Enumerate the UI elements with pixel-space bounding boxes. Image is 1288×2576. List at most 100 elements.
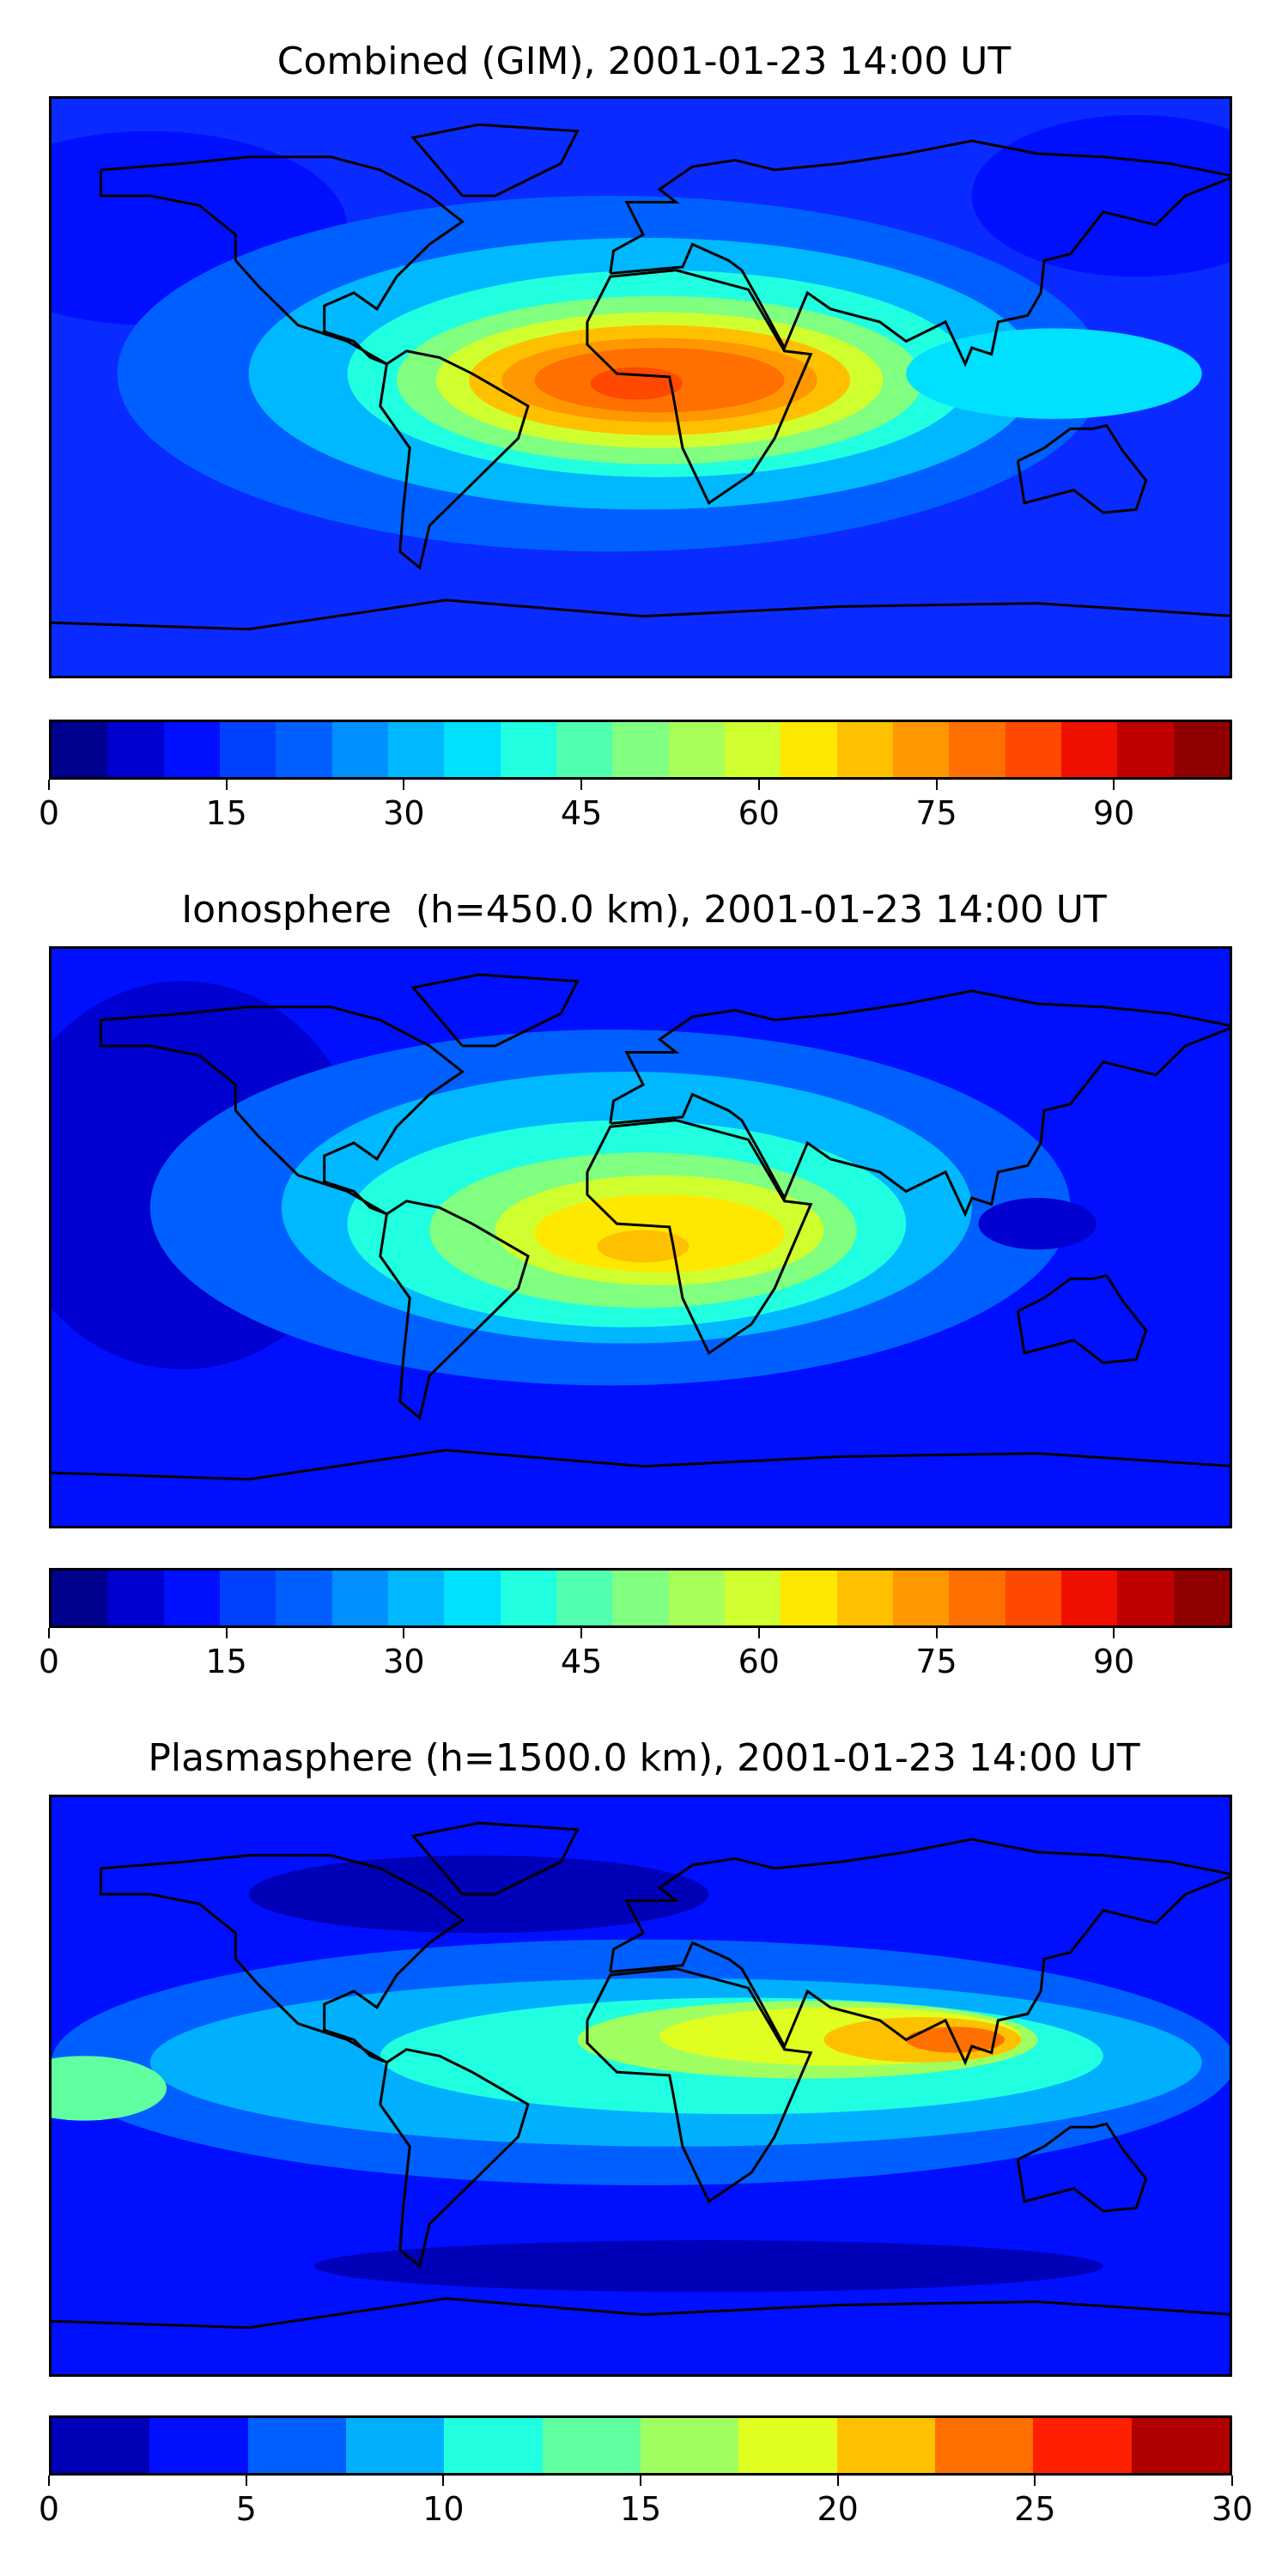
colorbar-segment: [781, 722, 837, 777]
colorbar-tick-label: 60: [738, 794, 780, 832]
colorbar-segment: [52, 1571, 108, 1625]
colorbar-segment: [444, 2418, 543, 2473]
colorbar: [49, 720, 1232, 780]
colorbar-segment: [163, 1571, 220, 1625]
colorbar-segment: [1117, 1571, 1174, 1625]
colorbar-segment: [1060, 1571, 1118, 1625]
colorbar-segment: [724, 1571, 781, 1625]
colorbar-segment: [934, 2418, 1034, 2473]
coastline: [609, 1838, 1230, 2066]
colorbar-segment: [781, 1571, 837, 1625]
colorbar-tick-label: 0: [38, 1643, 60, 1680]
colorbar-tick: [403, 780, 405, 790]
map-combined: [49, 96, 1232, 678]
colorbar-segment: [331, 722, 388, 777]
colorbar-segment: [1033, 2418, 1132, 2473]
coastline: [609, 989, 1230, 1218]
colorbar-segment: [387, 722, 445, 777]
colorbar-tick: [1034, 2476, 1036, 2486]
colorbar-tick: [48, 2476, 50, 2486]
colorbar-tick-label: 15: [205, 1643, 247, 1680]
colorbar-tick-label: 25: [1014, 2490, 1056, 2528]
coastline: [1016, 1273, 1148, 1364]
colorbar-tick: [757, 1628, 760, 1638]
colorbar-segment: [107, 1571, 164, 1625]
coastline: [410, 123, 580, 197]
colorbar-ticks: 0 15 30 45 60 75 90: [39, 1628, 1232, 1680]
colorbar-tick: [836, 2476, 839, 2486]
colorbar-segment: [1117, 722, 1174, 777]
colorbar-segment: [1005, 1571, 1061, 1625]
coastline: [379, 1200, 530, 1420]
colorbar-segment: [556, 722, 613, 777]
colorbar-segment: [612, 722, 669, 777]
panel-title: Combined (GIM), 2001-01-23 14:00 UT: [276, 39, 1012, 83]
colorbar-segment: [387, 1571, 445, 1625]
coastline: [609, 139, 1230, 368]
colorbar-segment: [738, 2418, 837, 2473]
colorbar-tick-label: 60: [738, 1643, 780, 1680]
colorbar-tick: [580, 1628, 583, 1638]
colorbar: [49, 2415, 1232, 2476]
colorbar-segment: [331, 1571, 388, 1625]
colorbar-segment: [500, 1571, 556, 1625]
colorbar-tick: [442, 2476, 445, 2486]
colorbar-tick-label: 45: [560, 1643, 603, 1680]
colorbar-tick-label: 75: [915, 794, 957, 832]
colorbar-segment: [836, 2418, 935, 2473]
colorbar-tick-label: 30: [383, 794, 425, 832]
tec-contour: [971, 114, 1230, 277]
colorbar-segment: [668, 722, 725, 777]
colorbar-tick-label: 5: [235, 2490, 257, 2528]
colorbar-tick: [225, 1628, 228, 1638]
colorbar-tick-label: 30: [383, 1643, 425, 1680]
colorbar-tick-label: 10: [422, 2490, 465, 2528]
map-ionosphere: [49, 946, 1232, 1528]
colorbar-segment: [612, 1571, 669, 1625]
colorbar-segment: [52, 2418, 150, 2473]
coastline: [379, 2048, 530, 2269]
colorbar-segment: [500, 722, 556, 777]
coastline: [99, 1854, 465, 2064]
colorbar-segment: [892, 722, 950, 777]
coastline: [586, 269, 813, 506]
coastline: [586, 1119, 813, 1356]
colorbar-segment: [276, 722, 332, 777]
colorbar-segment: [149, 2418, 248, 2473]
coastline: [52, 598, 1230, 631]
tec-contour: [52, 2056, 167, 2121]
map-plasmasphere: [49, 1795, 1232, 2377]
colorbar-tick: [1113, 1628, 1115, 1638]
colorbar-segment: [949, 1571, 1005, 1625]
panel-ionosphere: Ionosphere (h=450.0 km), 2001-01-23 14:0…: [39, 888, 1232, 1680]
colorbar-segment: [345, 2418, 445, 2473]
colorbar-tick-label: 15: [205, 794, 247, 832]
panel-title: Ionosphere (h=450.0 km), 2001-01-23 14:0…: [181, 888, 1107, 932]
colorbar-tick: [1113, 780, 1115, 790]
panel-combined: Combined (GIM), 2001-01-23 14:00 UT 0 15 3…: [0, 0, 1288, 859]
colorbar-tick: [225, 780, 228, 790]
colorbar-segment: [836, 1571, 893, 1625]
colorbar-segment: [52, 722, 108, 777]
colorbar-segment: [1173, 1571, 1230, 1625]
coastline: [99, 1005, 465, 1216]
colorbar-tick: [245, 2476, 247, 2486]
colorbar-segment: [836, 722, 893, 777]
panel-title: Plasmasphere (h=1500.0 km), 2001-01-23 1…: [148, 1736, 1140, 1780]
coastline: [586, 1967, 813, 2204]
colorbar-segment: [444, 1571, 501, 1625]
colorbar-tick-label: 45: [560, 794, 603, 832]
colorbar-tick-label: 90: [1093, 1643, 1135, 1680]
colorbar-segment: [1060, 722, 1118, 777]
colorbar-segment: [276, 1571, 332, 1625]
colorbar-tick: [48, 780, 50, 790]
coastline: [1016, 2122, 1148, 2213]
colorbar-ticks: 0 15 30 45 60 75 90: [39, 780, 1232, 832]
tec-map: [52, 99, 1230, 676]
colorbar-tick: [935, 780, 938, 790]
tec-contour: [597, 1230, 690, 1263]
colorbar-tick: [1231, 2476, 1233, 2486]
colorbar-segment: [724, 722, 781, 777]
colorbar-tick: [48, 1628, 50, 1638]
colorbar-segment: [219, 722, 276, 777]
